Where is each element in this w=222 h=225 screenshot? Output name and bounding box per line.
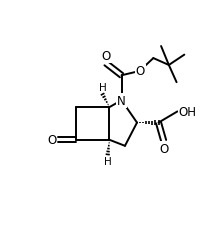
Text: O: O [159, 142, 168, 155]
Text: O: O [136, 65, 145, 78]
Text: N: N [117, 94, 126, 107]
Text: H: H [99, 82, 107, 92]
Text: OH: OH [179, 106, 197, 118]
Text: O: O [101, 50, 111, 63]
Text: H: H [104, 157, 112, 167]
Text: O: O [47, 134, 56, 147]
